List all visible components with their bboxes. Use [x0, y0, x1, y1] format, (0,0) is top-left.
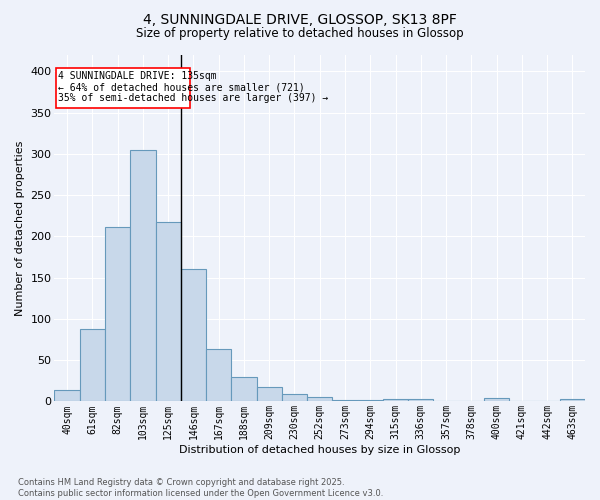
Text: 4 SUNNINGDALE DRIVE: 135sqm: 4 SUNNINGDALE DRIVE: 135sqm [58, 72, 217, 82]
Bar [55, 390, 80, 402]
Text: 4, SUNNINGDALE DRIVE, GLOSSOP, SK13 8PF: 4, SUNNINGDALE DRIVE, GLOSSOP, SK13 8PF [143, 12, 457, 26]
Text: Size of property relative to detached houses in Glossop: Size of property relative to detached ho… [136, 28, 464, 40]
Bar [155, 222, 181, 402]
Bar [332, 400, 358, 402]
Bar [282, 394, 307, 402]
Text: Contains HM Land Registry data © Crown copyright and database right 2025.
Contai: Contains HM Land Registry data © Crown c… [18, 478, 383, 498]
Text: 35% of semi-detached houses are larger (397) →: 35% of semi-detached houses are larger (… [58, 93, 328, 103]
Text: ← 64% of detached houses are smaller (721): ← 64% of detached houses are smaller (72… [58, 82, 305, 92]
Bar [509, 400, 535, 402]
Bar [484, 398, 509, 402]
Y-axis label: Number of detached properties: Number of detached properties [15, 140, 25, 316]
FancyBboxPatch shape [56, 68, 190, 108]
Bar [433, 400, 458, 402]
Bar [358, 400, 383, 402]
Bar [383, 399, 408, 402]
Bar [105, 228, 130, 402]
Bar [560, 399, 585, 402]
Bar [130, 150, 155, 402]
X-axis label: Distribution of detached houses by size in Glossop: Distribution of detached houses by size … [179, 445, 460, 455]
Bar [257, 386, 282, 402]
Bar [408, 399, 433, 402]
Bar [80, 329, 105, 402]
Bar [307, 398, 332, 402]
Bar [458, 400, 484, 402]
Bar [181, 270, 206, 402]
Bar [232, 376, 257, 402]
Bar [206, 348, 232, 402]
Bar [535, 400, 560, 402]
